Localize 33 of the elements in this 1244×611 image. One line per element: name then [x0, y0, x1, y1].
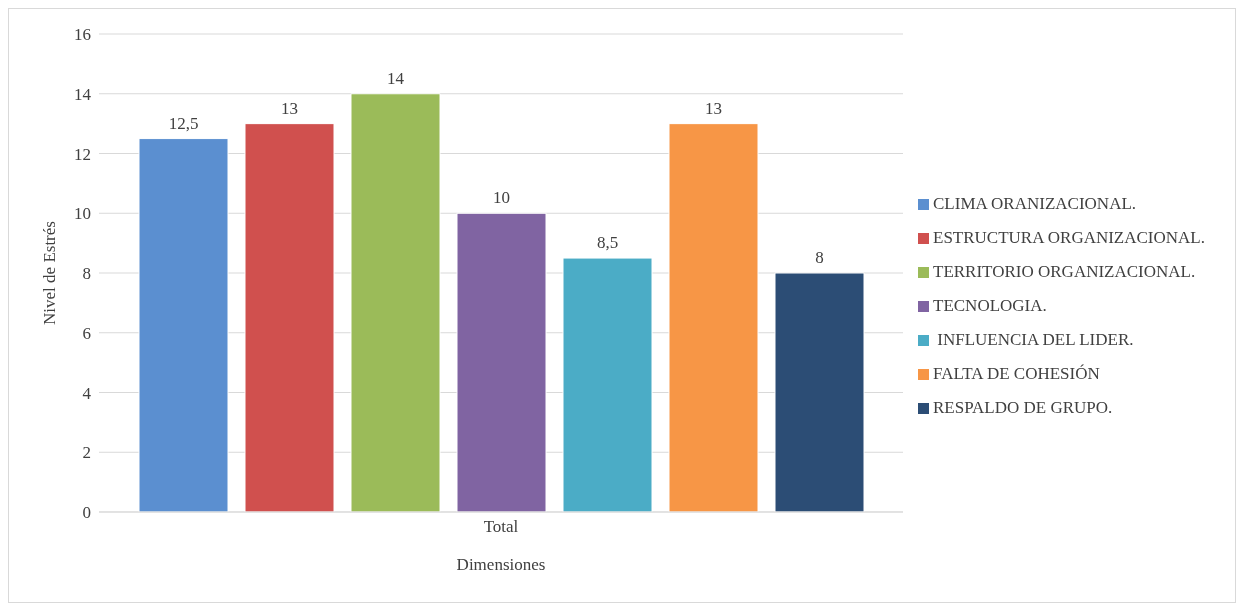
legend-label: TECNOLOGIA.	[933, 295, 1047, 315]
x-tick-label: Total	[483, 517, 519, 537]
data-label: 13	[705, 98, 722, 118]
data-label: 8,5	[596, 233, 619, 253]
legend-label: FALTA DE COHESIÓN	[933, 363, 1100, 383]
bar	[668, 123, 759, 512]
data-label: 12,5	[168, 113, 199, 133]
bar	[456, 212, 547, 512]
y-tick-label: 10	[74, 204, 91, 224]
legend-label: INFLUENCIA DEL LIDER.	[936, 329, 1134, 349]
y-tick-label: 14	[74, 84, 92, 104]
y-tick-label: 8	[82, 264, 91, 284]
data-label: 14	[387, 68, 405, 88]
legend-label: RESPALDO DE GRUPO.	[933, 397, 1113, 417]
data-label: 10	[493, 188, 510, 208]
bar	[244, 123, 335, 512]
x-axis-title: Dimensiones	[456, 555, 546, 574]
y-tick-label: 4	[82, 383, 92, 403]
y-tick-label: 0	[82, 503, 91, 523]
y-axis-title: Nivel de Estrés	[40, 221, 60, 325]
y-tick-label: 6	[82, 323, 91, 343]
bar	[562, 257, 653, 512]
legend-label: ESTRUCTURA ORGANIZACIONAL.	[933, 227, 1205, 247]
y-tick-label: 12	[74, 144, 91, 164]
data-label: 13	[281, 98, 298, 118]
bar	[774, 272, 865, 512]
y-tick-label: 2	[82, 443, 91, 463]
data-label: 8	[815, 248, 824, 267]
legend-label: CLIMA ORANIZACIONAL.	[933, 193, 1137, 213]
y-tick-label: 16	[74, 25, 91, 45]
legend-label: TERRITORIO ORGANIZACIONAL.	[933, 261, 1196, 281]
bar	[138, 138, 229, 512]
bar	[350, 93, 441, 512]
